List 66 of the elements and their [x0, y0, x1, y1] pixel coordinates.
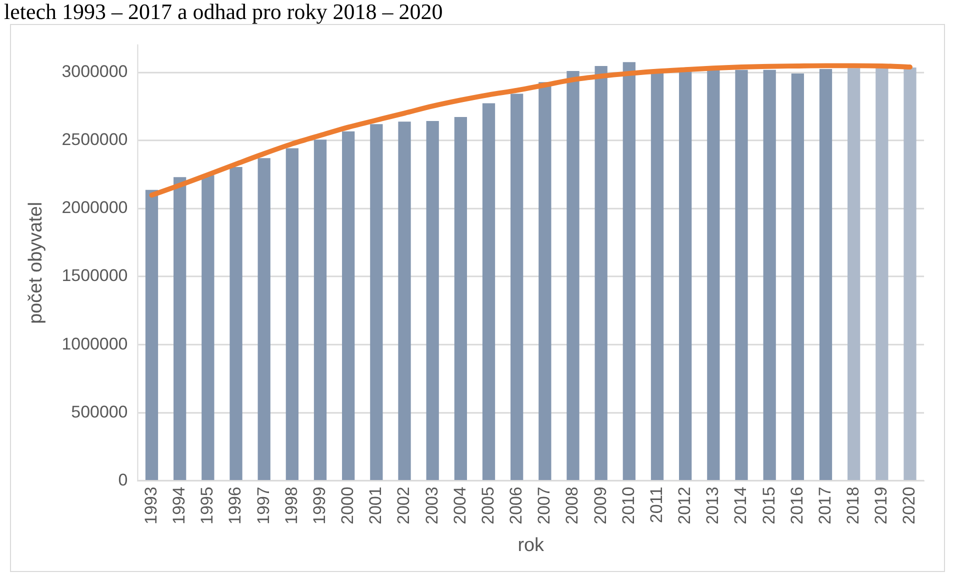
bar: [482, 103, 496, 480]
x-tick-label: 1995: [198, 486, 217, 524]
x-tick-label: 2009: [590, 486, 610, 524]
x-tick-label: 1994: [170, 486, 189, 524]
x-tick-label: 2001: [366, 486, 386, 524]
bar: [202, 175, 214, 480]
x-tick-label: 2011: [646, 486, 666, 524]
x-tick-label: 2002: [394, 486, 414, 524]
y-tick-label: 1000000: [62, 334, 128, 354]
x-tick-label: 2003: [422, 486, 442, 524]
bar: [314, 140, 327, 480]
bar: [763, 70, 776, 480]
bar: [258, 158, 270, 480]
y-tick-label: 0: [118, 470, 128, 490]
x-tick-label: 1996: [226, 486, 245, 524]
x-tick-label: 2004: [450, 486, 470, 524]
bar: [707, 70, 720, 480]
x-tick-label: 2014: [731, 486, 750, 524]
bar: [174, 177, 186, 480]
bar: [510, 94, 524, 480]
bar: [426, 120, 439, 480]
bar: [819, 68, 832, 480]
x-tick-label: 2000: [338, 486, 358, 524]
x-tick-label: 2015: [759, 486, 778, 524]
bar: [791, 73, 804, 480]
chart-title: letech 1993 – 2017 a odhad pro roky 2018 – 2020: [3, 0, 444, 24]
bar: [679, 72, 692, 480]
bar: [876, 68, 888, 480]
y-tick-label: 2500000: [62, 130, 128, 150]
bar: [145, 190, 158, 480]
bar: [370, 124, 383, 480]
x-tick-label: 2013: [703, 486, 722, 524]
bar: [538, 82, 552, 480]
y-axis-title: počet obyvatel: [26, 202, 47, 324]
y-tick-label: 2000000: [62, 198, 128, 218]
x-tick-label: 2019: [872, 486, 891, 524]
bar: [398, 122, 411, 480]
x-tick-label: 1998: [282, 486, 301, 524]
x-tick-label: 2020: [900, 486, 919, 524]
x-tick-label: 2018: [844, 486, 863, 524]
bar: [342, 131, 355, 480]
bar: [230, 166, 242, 480]
bar: [286, 148, 298, 480]
bar: [735, 70, 748, 480]
bar: [454, 117, 467, 480]
x-tick-label: 2005: [478, 486, 498, 524]
x-tick-label: 2007: [534, 486, 554, 524]
y-tick-label: 500000: [71, 402, 128, 422]
x-tick-label: 2016: [787, 486, 806, 524]
x-tick-label: 1997: [254, 486, 273, 524]
x-tick-label: 2006: [506, 486, 526, 524]
bar: [566, 70, 580, 480]
x-tick-label: 2010: [618, 486, 638, 524]
x-tick-label: 1993: [141, 486, 160, 524]
x-tick-label: 2017: [815, 486, 834, 524]
x-tick-label: 2008: [562, 486, 582, 524]
y-tick-label: 3000000: [62, 62, 128, 82]
bar: [622, 62, 636, 480]
bar: [848, 68, 860, 480]
x-tick-label: 1999: [310, 486, 329, 524]
line-series: [149, 63, 912, 198]
bar: [594, 66, 608, 480]
bar: [904, 67, 916, 480]
y-tick-label: 1500000: [62, 266, 128, 286]
x-tick-label: 2012: [675, 486, 694, 524]
x-axis-title: rok: [518, 534, 545, 556]
